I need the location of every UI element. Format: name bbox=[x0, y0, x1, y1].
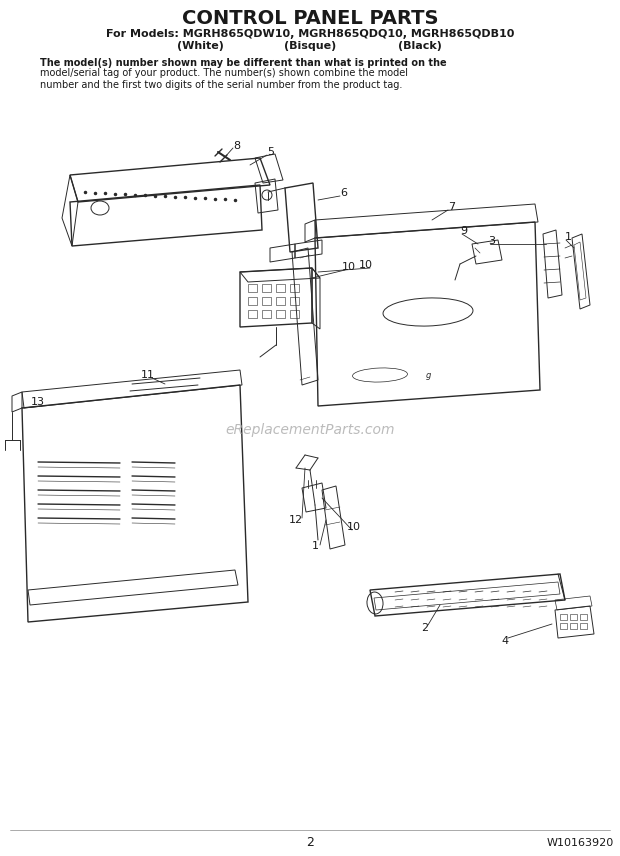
Text: 1: 1 bbox=[564, 232, 572, 242]
Text: 12: 12 bbox=[289, 515, 303, 525]
Text: 9: 9 bbox=[461, 226, 467, 236]
Bar bbox=[262, 310, 271, 318]
Bar bbox=[290, 310, 299, 318]
Text: 11: 11 bbox=[141, 370, 155, 380]
Text: (Bisque): (Bisque) bbox=[284, 41, 336, 51]
Bar bbox=[290, 297, 299, 305]
Text: 2: 2 bbox=[306, 836, 314, 849]
Text: eReplacementParts.com: eReplacementParts.com bbox=[225, 423, 395, 437]
Bar bbox=[248, 310, 257, 318]
Bar bbox=[580, 614, 587, 620]
Text: W10163920: W10163920 bbox=[546, 838, 614, 848]
Text: 10: 10 bbox=[359, 260, 373, 270]
Text: 5: 5 bbox=[267, 147, 275, 157]
Text: 8: 8 bbox=[234, 141, 241, 151]
Text: CONTROL PANEL PARTS: CONTROL PANEL PARTS bbox=[182, 9, 438, 27]
Text: g: g bbox=[425, 371, 431, 379]
Bar bbox=[248, 297, 257, 305]
Bar bbox=[290, 284, 299, 292]
Bar bbox=[276, 310, 285, 318]
Bar bbox=[262, 297, 271, 305]
Text: model/serial tag of your product. The number(s) shown combine the model
number a: model/serial tag of your product. The nu… bbox=[40, 68, 408, 90]
Bar bbox=[580, 623, 587, 629]
Bar bbox=[276, 284, 285, 292]
Text: 10: 10 bbox=[347, 522, 361, 532]
Text: For Models: MGRH865QDW10, MGRH865QDQ10, MGRH865QDB10: For Models: MGRH865QDW10, MGRH865QDQ10, … bbox=[106, 29, 514, 39]
Bar bbox=[262, 284, 271, 292]
Text: 3: 3 bbox=[489, 236, 495, 246]
Bar bbox=[276, 297, 285, 305]
Text: 6: 6 bbox=[340, 188, 347, 198]
Bar bbox=[570, 623, 577, 629]
Text: (Black): (Black) bbox=[398, 41, 442, 51]
Text: 2: 2 bbox=[422, 623, 428, 633]
Text: 7: 7 bbox=[448, 202, 456, 212]
Text: 4: 4 bbox=[502, 636, 508, 646]
Bar bbox=[560, 623, 567, 629]
Text: (White): (White) bbox=[177, 41, 223, 51]
Text: 1: 1 bbox=[311, 541, 319, 551]
Bar bbox=[570, 614, 577, 620]
Text: The model(s) number shown may be different than what is printed on the: The model(s) number shown may be differe… bbox=[40, 58, 446, 68]
Text: 13: 13 bbox=[31, 397, 45, 407]
Text: 10: 10 bbox=[342, 262, 356, 272]
Bar bbox=[248, 284, 257, 292]
Bar bbox=[560, 614, 567, 620]
